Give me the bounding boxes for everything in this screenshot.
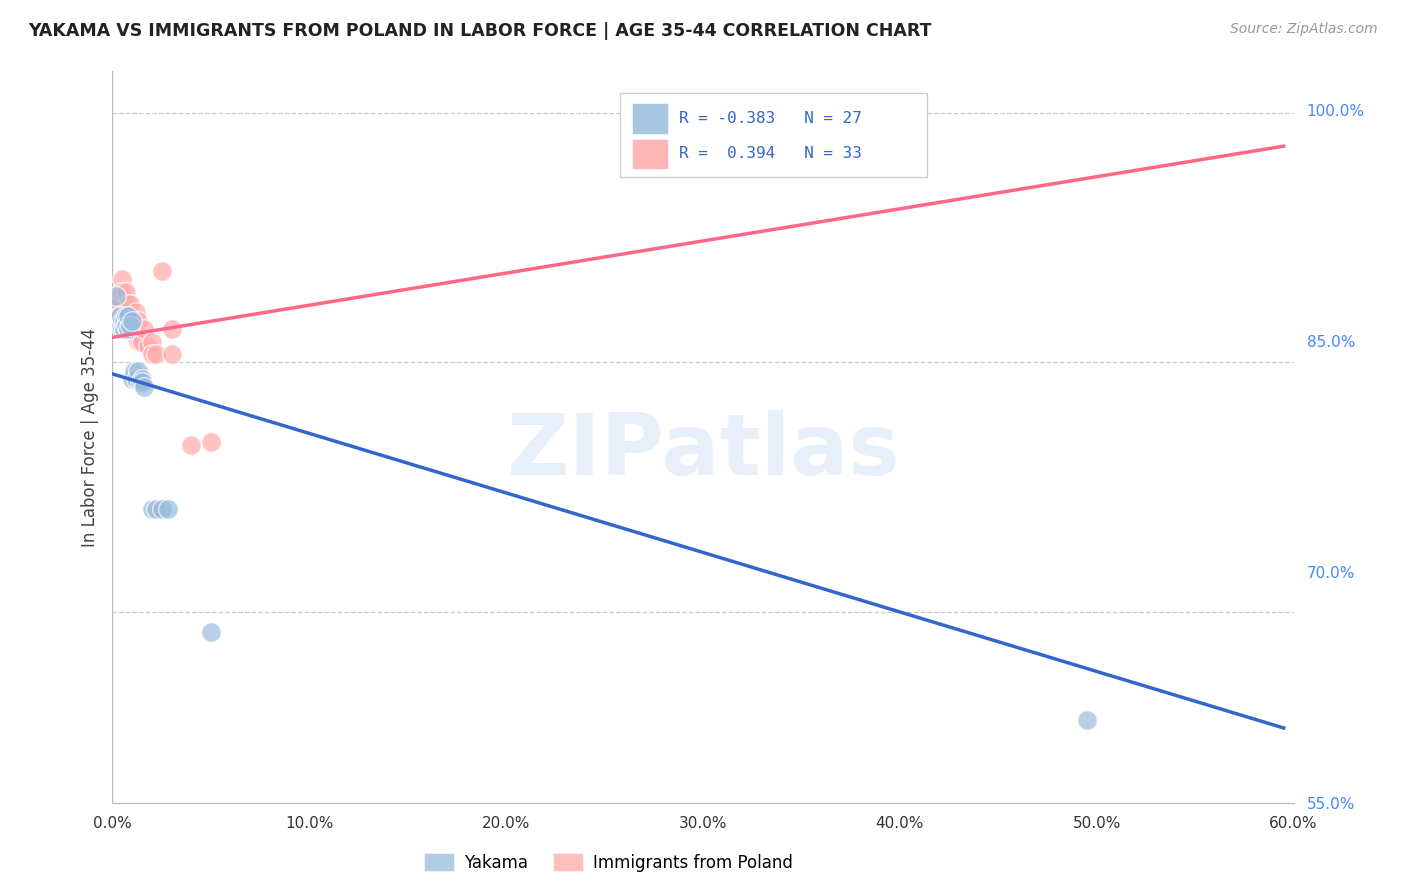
Point <box>131 335 153 350</box>
Point <box>105 289 128 303</box>
Point <box>103 309 125 323</box>
Point <box>125 330 148 344</box>
Point <box>200 624 222 639</box>
Point <box>117 322 139 336</box>
Point <box>127 363 149 377</box>
Point <box>145 347 167 361</box>
Point <box>125 372 148 386</box>
Text: YAKAMA VS IMMIGRANTS FROM POLAND IN LABOR FORCE | AGE 35-44 CORRELATION CHART: YAKAMA VS IMMIGRANTS FROM POLAND IN LABO… <box>28 22 932 40</box>
Point <box>132 380 155 394</box>
Point <box>150 501 173 516</box>
Point <box>107 297 129 311</box>
Point <box>110 309 132 323</box>
Point <box>115 285 138 300</box>
Point <box>141 347 163 361</box>
Point <box>129 375 152 389</box>
Point <box>160 322 183 336</box>
Point <box>129 335 152 350</box>
FancyBboxPatch shape <box>633 138 668 169</box>
Point <box>121 322 143 336</box>
Point <box>122 363 145 377</box>
Point <box>107 314 129 328</box>
Point <box>110 309 132 323</box>
Point <box>115 318 138 333</box>
Point <box>131 375 153 389</box>
Point <box>180 438 202 452</box>
Point <box>136 338 159 352</box>
Point <box>115 309 138 323</box>
Point <box>1076 713 1098 727</box>
Point <box>112 314 135 328</box>
Point <box>120 318 142 333</box>
Y-axis label: In Labor Force | Age 35-44: In Labor Force | Age 35-44 <box>80 327 98 547</box>
Point <box>127 335 149 350</box>
Point <box>120 297 142 311</box>
Point <box>117 309 139 323</box>
Point <box>145 501 167 516</box>
Point <box>200 435 222 450</box>
Point <box>112 322 135 336</box>
Point <box>111 314 134 328</box>
Point <box>160 347 183 361</box>
FancyBboxPatch shape <box>633 103 668 134</box>
Text: Source: ZipAtlas.com: Source: ZipAtlas.com <box>1230 22 1378 37</box>
Legend: Yakama, Immigrants from Poland: Yakama, Immigrants from Poland <box>418 847 800 879</box>
Point <box>111 285 134 300</box>
Point <box>107 289 129 303</box>
Point <box>105 297 128 311</box>
Point <box>121 372 143 386</box>
Point <box>105 309 128 323</box>
Point <box>141 335 163 350</box>
Point <box>117 297 139 311</box>
Point <box>141 501 163 516</box>
Point <box>111 272 134 286</box>
Point <box>131 372 153 386</box>
FancyBboxPatch shape <box>620 94 928 178</box>
Point <box>150 264 173 278</box>
Text: R = -0.383   N = 27: R = -0.383 N = 27 <box>679 111 862 126</box>
Point <box>125 305 148 319</box>
Point <box>156 501 179 516</box>
Point <box>132 322 155 336</box>
Text: ZIPatlas: ZIPatlas <box>506 410 900 493</box>
Point <box>110 297 132 311</box>
Point <box>117 322 139 336</box>
Point <box>111 322 134 336</box>
Point <box>112 309 135 323</box>
Text: R =  0.394   N = 33: R = 0.394 N = 33 <box>679 146 862 161</box>
Point <box>121 314 143 328</box>
Point <box>127 314 149 328</box>
Point <box>107 309 129 323</box>
Point <box>110 289 132 303</box>
